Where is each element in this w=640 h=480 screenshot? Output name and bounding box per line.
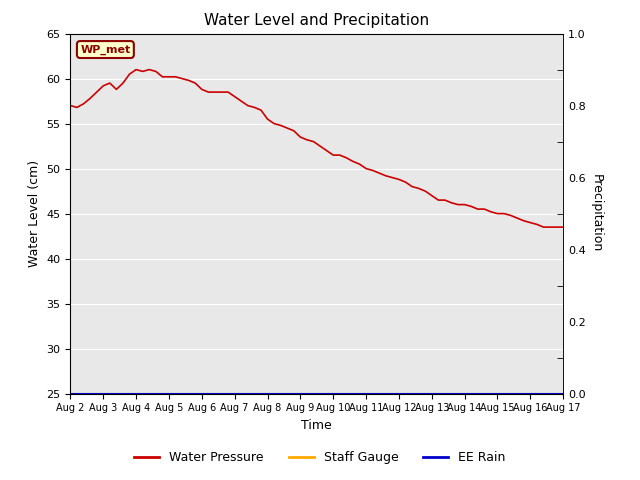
Staff Gauge bbox=[67, 391, 74, 396]
Water Pressure bbox=[132, 67, 140, 72]
Staff Gauge bbox=[237, 391, 245, 396]
Staff Gauge bbox=[382, 391, 390, 396]
EE Rain bbox=[67, 391, 74, 396]
Water Pressure bbox=[244, 103, 252, 108]
Text: WP_met: WP_met bbox=[80, 44, 131, 55]
EE Rain bbox=[323, 391, 330, 396]
Water Pressure bbox=[330, 152, 337, 158]
Y-axis label: Water Level (cm): Water Level (cm) bbox=[28, 160, 41, 267]
Staff Gauge bbox=[323, 391, 330, 396]
Staff Gauge bbox=[461, 391, 468, 396]
Water Pressure bbox=[388, 175, 396, 180]
Staff Gauge bbox=[113, 391, 120, 396]
Water Pressure bbox=[540, 224, 547, 230]
Water Pressure bbox=[559, 224, 567, 230]
Water Pressure bbox=[113, 86, 120, 92]
EE Rain bbox=[559, 391, 567, 396]
EE Rain bbox=[395, 391, 403, 396]
Staff Gauge bbox=[559, 391, 567, 396]
Water Pressure bbox=[402, 179, 410, 185]
Water Pressure bbox=[467, 204, 475, 209]
EE Rain bbox=[113, 391, 120, 396]
X-axis label: Time: Time bbox=[301, 419, 332, 432]
EE Rain bbox=[237, 391, 245, 396]
Title: Water Level and Precipitation: Water Level and Precipitation bbox=[204, 13, 429, 28]
Y-axis label: Precipitation: Precipitation bbox=[589, 174, 602, 253]
EE Rain bbox=[382, 391, 390, 396]
Legend: Water Pressure, Staff Gauge, EE Rain: Water Pressure, Staff Gauge, EE Rain bbox=[129, 446, 511, 469]
Staff Gauge bbox=[395, 391, 403, 396]
Line: Water Pressure: Water Pressure bbox=[70, 70, 563, 227]
Water Pressure bbox=[67, 103, 74, 108]
EE Rain bbox=[461, 391, 468, 396]
